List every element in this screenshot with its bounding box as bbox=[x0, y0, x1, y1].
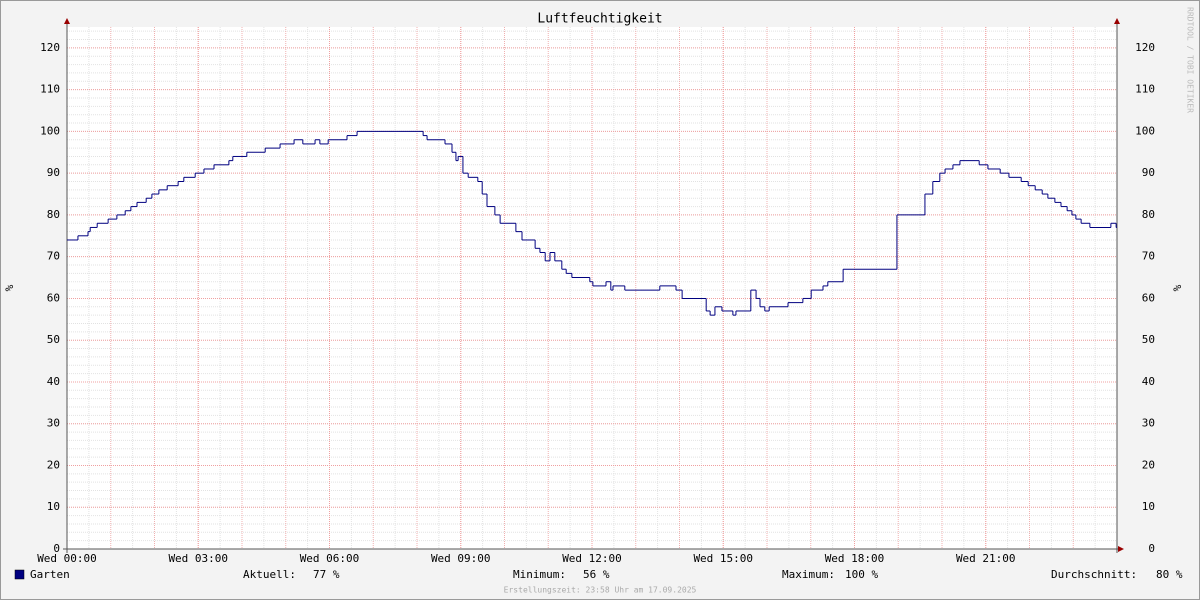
x-tick-label: Wed 03:00 bbox=[168, 552, 228, 565]
axis-arrow bbox=[1114, 18, 1120, 24]
stat-value: 100 % bbox=[845, 568, 878, 581]
y-tick-label: 80 bbox=[47, 208, 60, 221]
y-tick-label: 70 bbox=[47, 250, 60, 263]
axis-arrow bbox=[1118, 546, 1124, 552]
axis-arrow bbox=[64, 18, 70, 24]
y-tick-label: 30 bbox=[47, 417, 60, 430]
stat-label: Durchschnitt: bbox=[1051, 568, 1137, 581]
x-tick-label: Wed 09:00 bbox=[431, 552, 491, 565]
stat-label: Aktuell: bbox=[243, 568, 296, 581]
y2-tick-label: 40 bbox=[1142, 375, 1155, 388]
y2-tick-label: 50 bbox=[1142, 333, 1155, 346]
y2-tick-label: 60 bbox=[1142, 291, 1155, 304]
x-tick-label: Wed 12:00 bbox=[562, 552, 622, 565]
y-tick-label: 100 bbox=[40, 124, 60, 137]
y2-axis-label: % bbox=[1171, 284, 1184, 291]
y-tick-label: 120 bbox=[40, 41, 60, 54]
y2-tick-label: 80 bbox=[1142, 208, 1155, 221]
x-tick-label: Wed 00:00 bbox=[37, 552, 97, 565]
series-line bbox=[67, 130, 1117, 316]
y-tick-label: 110 bbox=[40, 83, 60, 96]
y2-tick-label: 20 bbox=[1142, 458, 1155, 471]
y-tick-label: 20 bbox=[47, 458, 60, 471]
x-tick-label: Wed 18:00 bbox=[825, 552, 885, 565]
chart-title: Luftfeuchtigkeit bbox=[537, 12, 662, 27]
y2-tick-label: 110 bbox=[1135, 83, 1155, 96]
footer: Erstellungszeit: 23:58 Uhr am 17.09.2025 bbox=[504, 586, 697, 595]
y-tick-label: 60 bbox=[47, 291, 60, 304]
labels: Luftfeuchtigkeit % % RRDTOOL / TOBI OETI… bbox=[3, 7, 1195, 594]
y2-tick-label: 70 bbox=[1142, 250, 1155, 263]
y2-tick-label: 30 bbox=[1142, 417, 1155, 430]
stat-value: 77 % bbox=[313, 568, 340, 581]
x-tick-label: Wed 21:00 bbox=[956, 552, 1016, 565]
watermark: RRDTOOL / TOBI OETIKER bbox=[1186, 7, 1195, 113]
stat-label: Minimum: bbox=[513, 568, 566, 581]
y-tick-label: 0 bbox=[53, 542, 60, 555]
x-tick-label: Wed 06:00 bbox=[300, 552, 360, 565]
x-tick-label: Wed 15:00 bbox=[693, 552, 753, 565]
stat-value: 56 % bbox=[583, 568, 610, 581]
legend-label: Garten bbox=[30, 568, 70, 581]
y-tick-label: 90 bbox=[47, 166, 60, 179]
y2-tick-label: 10 bbox=[1142, 500, 1155, 513]
y2-tick-label: 90 bbox=[1142, 166, 1155, 179]
legend-swatch bbox=[14, 569, 25, 580]
y-tick-label: 10 bbox=[47, 500, 60, 513]
stat-label: Maximum: bbox=[782, 568, 835, 581]
y2-tick-label: 0 bbox=[1148, 542, 1155, 555]
stat-value: 80 % bbox=[1156, 568, 1183, 581]
y-tick-label: 50 bbox=[47, 333, 60, 346]
y2-tick-label: 100 bbox=[1135, 124, 1155, 137]
y-axis-label: % bbox=[3, 284, 16, 291]
y-tick-label: 40 bbox=[47, 375, 60, 388]
y2-tick-label: 120 bbox=[1135, 41, 1155, 54]
